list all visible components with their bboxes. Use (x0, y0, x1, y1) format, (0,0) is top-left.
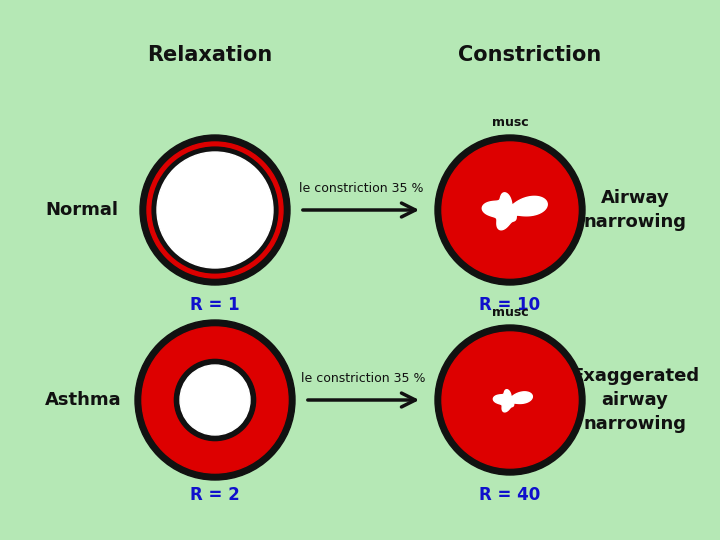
Circle shape (147, 142, 283, 278)
Text: Exaggerated
airway
narrowing: Exaggerated airway narrowing (571, 367, 699, 433)
Circle shape (435, 135, 585, 285)
Text: le constriction 35 %: le constriction 35 % (299, 181, 423, 194)
Circle shape (180, 365, 250, 435)
Circle shape (435, 325, 585, 475)
Text: le constriction 35 %: le constriction 35 % (301, 372, 426, 384)
Text: R = 2: R = 2 (190, 486, 240, 504)
Circle shape (140, 135, 290, 285)
Circle shape (152, 147, 278, 273)
Text: Relaxation: Relaxation (148, 45, 273, 65)
Text: R = 10: R = 10 (480, 296, 541, 314)
Circle shape (157, 152, 273, 268)
Polygon shape (493, 390, 532, 412)
Circle shape (174, 360, 256, 441)
Text: musc: musc (492, 306, 528, 319)
Circle shape (442, 332, 578, 468)
Circle shape (135, 320, 295, 480)
Text: Asthma: Asthma (45, 391, 122, 409)
Circle shape (442, 142, 578, 278)
Text: Airway
narrowing: Airway narrowing (583, 189, 686, 231)
Text: musc: musc (492, 116, 528, 129)
Polygon shape (482, 193, 547, 230)
Text: Constriction: Constriction (459, 45, 602, 65)
Circle shape (142, 327, 288, 473)
Text: R = 40: R = 40 (480, 486, 541, 504)
Text: Normal: Normal (45, 201, 118, 219)
Text: R = 1: R = 1 (190, 296, 240, 314)
